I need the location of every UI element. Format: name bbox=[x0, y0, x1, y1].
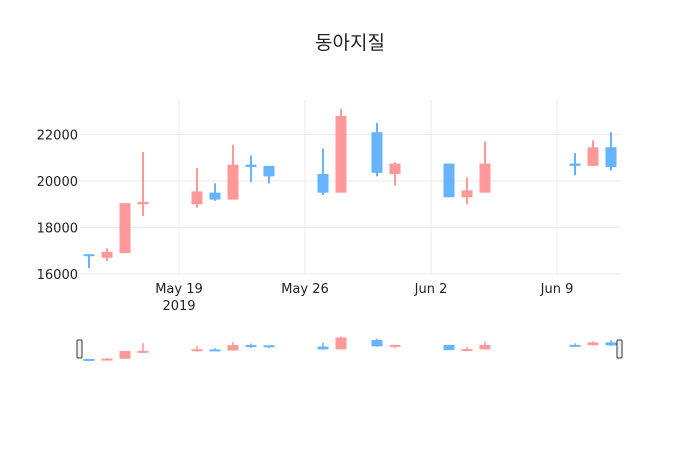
candle-body bbox=[371, 132, 383, 173]
x-tick-label: Jun 9 bbox=[540, 282, 574, 297]
candle-body bbox=[119, 203, 131, 254]
candles bbox=[83, 108, 617, 269]
x-tick-label: Jun 2 bbox=[414, 282, 448, 297]
candle-body bbox=[389, 163, 401, 175]
candle-body bbox=[317, 174, 329, 193]
candle-body bbox=[191, 191, 203, 205]
candle-body bbox=[443, 163, 455, 198]
y-tick-label: 20000 bbox=[37, 175, 78, 190]
chart-title: 동아지질 bbox=[315, 32, 385, 54]
candle-body bbox=[335, 115, 347, 193]
candle-body bbox=[209, 192, 221, 200]
candle-body bbox=[137, 201, 149, 205]
candle-body bbox=[479, 163, 491, 193]
candle-body bbox=[587, 147, 599, 166]
candle-body bbox=[605, 147, 617, 168]
candle-body bbox=[101, 251, 113, 258]
range-slider-left-handle[interactable] bbox=[76, 339, 83, 359]
candle-body bbox=[461, 190, 473, 198]
y-tick-label: 16000 bbox=[37, 268, 78, 283]
y-tick-label: 22000 bbox=[37, 129, 78, 144]
candle-body bbox=[263, 165, 275, 177]
x-tick-label: May 19 bbox=[155, 282, 203, 297]
range-slider[interactable] bbox=[76, 336, 623, 362]
candle-body bbox=[83, 254, 95, 257]
candle-body bbox=[227, 164, 239, 200]
x-tick-label: May 26 bbox=[281, 282, 329, 297]
y-tick-label: 18000 bbox=[37, 222, 78, 237]
candle-body bbox=[569, 163, 581, 166]
x-tick-year: 2019 bbox=[162, 299, 195, 314]
range-slider-right-handle[interactable] bbox=[616, 339, 623, 359]
candle-body bbox=[245, 164, 257, 168]
gridlines bbox=[80, 100, 620, 275]
